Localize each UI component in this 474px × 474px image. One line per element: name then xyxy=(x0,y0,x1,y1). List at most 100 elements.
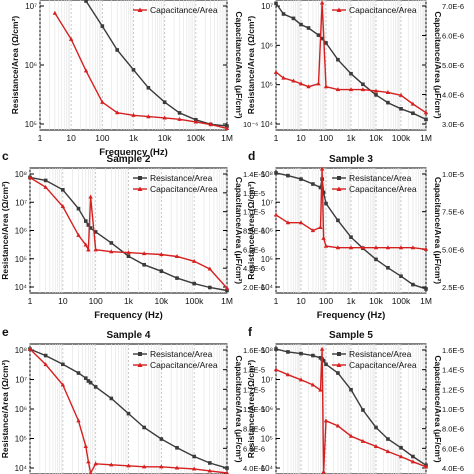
capacitance-point xyxy=(319,346,325,351)
legend-swatch-marker xyxy=(336,362,342,367)
x-tick-label: 100 xyxy=(89,296,103,306)
capacitance-point xyxy=(410,245,416,250)
y-right-tick-label: 1.2E-5 xyxy=(442,385,464,394)
capacitance-point xyxy=(146,114,151,119)
x-tick-label: 1M xyxy=(420,133,432,143)
panel-letter: d xyxy=(248,149,255,163)
resistance-series-line xyxy=(275,172,427,290)
resistance-point xyxy=(321,358,326,363)
chart-panel-6: 10⁸ 10⁷ 10⁶ 10⁵ 10⁴ 1.6E-5 1.4E-5 1.2E-5 1.0E-5 8… xyxy=(246,325,464,474)
panel-letter: c xyxy=(2,149,9,163)
resistance-point xyxy=(336,57,340,62)
resistance-point xyxy=(192,281,196,286)
resistance-point xyxy=(306,26,311,30)
y-right-tick-label: 1.4E-5 xyxy=(243,366,265,375)
chart-panel-5: 10⁸ 10⁷ 10⁶ 10⁵ 10⁴ 1.6E-5 1.4E-5 1.2E-5 1.0E-5 8… xyxy=(0,325,265,474)
resistance-point xyxy=(274,347,278,351)
x-tick-label: 1M xyxy=(221,296,233,306)
x-axis-label: Frequency (Hz) xyxy=(94,310,163,321)
x-tick-label: 1 xyxy=(28,296,33,306)
resistance-point xyxy=(88,380,93,385)
capacitance-point xyxy=(177,116,182,121)
capacitance-point xyxy=(68,36,74,41)
resistance-point xyxy=(324,362,328,367)
capacitance-point xyxy=(83,443,88,448)
y-right-axis-label: Capacitance/Area (μF/cm²) xyxy=(234,177,244,284)
capacitance-point xyxy=(410,101,416,106)
resistance-point xyxy=(374,93,378,97)
y-left-tick-label: 10⁷ xyxy=(261,2,273,11)
capacitance-point xyxy=(321,469,326,474)
capacitance-point xyxy=(88,470,93,474)
legend-label: Capacitance/Area xyxy=(349,360,417,370)
resistance-point xyxy=(88,226,93,230)
capacitance-point xyxy=(373,245,379,250)
resistance-point xyxy=(93,385,98,389)
capacitance-point xyxy=(319,166,325,171)
capacitance-point xyxy=(224,285,230,290)
y-left-tick-label: 10⁴ xyxy=(261,464,274,473)
resistance-point xyxy=(76,206,81,211)
resistance-point xyxy=(86,379,91,383)
y-left-tick-label: 10⁶ xyxy=(15,405,27,414)
resistance-point xyxy=(291,16,296,21)
capacitance-point xyxy=(93,461,98,466)
resistance-point xyxy=(126,411,131,416)
x-tick-label: 1k xyxy=(129,133,139,143)
capacitance-point xyxy=(423,464,429,469)
resistance-point xyxy=(281,12,286,16)
resistance-point xyxy=(83,219,88,223)
resistance-point xyxy=(131,68,136,72)
capacitance-point xyxy=(88,194,93,199)
capacitance-point xyxy=(318,387,323,392)
capacitance-point xyxy=(423,110,429,115)
capacitance-point xyxy=(207,468,213,473)
resistance-point xyxy=(321,190,326,195)
x-tick-label: 10 xyxy=(66,133,76,143)
capacitance-point xyxy=(207,266,213,271)
resistance-point xyxy=(299,177,303,181)
capacitance-point xyxy=(298,81,304,86)
y-left-tick-label: 10⁷ xyxy=(25,2,37,11)
resistance-point xyxy=(411,454,415,459)
y-right-axis-label: Capacitance/Area (μF/cm²) xyxy=(433,177,443,284)
y-left-tick-label: 10⁵ xyxy=(261,435,273,444)
capacitance-series-line xyxy=(29,177,228,289)
resistance-point xyxy=(142,262,146,267)
resistance-point xyxy=(349,71,353,76)
resistance-point xyxy=(109,241,114,245)
x-tick-label: 1 xyxy=(38,133,43,143)
y-right-tick-label: 7.5E-6 xyxy=(442,208,464,217)
capacitance-point xyxy=(323,243,329,248)
resistance-point xyxy=(349,235,353,239)
y-right-axis-label: Capacitance/Area (μF/cm²) xyxy=(433,11,443,118)
capacitance-point xyxy=(273,69,279,74)
panel-letter: e xyxy=(2,325,9,339)
x-tick-label: 1M xyxy=(420,296,432,306)
capacitance-point xyxy=(174,465,180,470)
capacitance-point xyxy=(141,464,147,469)
legend-swatch-marker xyxy=(336,186,342,191)
legend-swatch-marker xyxy=(138,352,142,356)
resistance-point xyxy=(424,287,428,291)
y-right-tick-label: 1.0E-5 xyxy=(442,170,464,179)
panel-title: Sample 3 xyxy=(329,154,373,165)
capacitance-point xyxy=(285,220,291,225)
capacitance-point xyxy=(109,462,114,467)
resistance-point xyxy=(374,425,378,430)
capacitance-point xyxy=(348,245,354,250)
capacitance-point xyxy=(285,372,291,377)
y-left-axis-label: Resistance/Area (Ω/cm²) xyxy=(0,181,10,280)
capacitance-point xyxy=(141,251,147,256)
capacitance-point xyxy=(335,87,341,92)
x-tick-label: 10 xyxy=(296,133,306,143)
capacitance-point xyxy=(316,81,321,86)
capacitance-point xyxy=(335,423,341,428)
x-tick-label: 10 xyxy=(296,296,306,306)
capacitance-point xyxy=(76,232,81,237)
y-right-tick-label: 8.0E-6 xyxy=(243,227,265,236)
resistance-point xyxy=(146,85,151,90)
x-tick-label: 100 xyxy=(319,296,333,306)
capacitance-point xyxy=(27,346,33,351)
